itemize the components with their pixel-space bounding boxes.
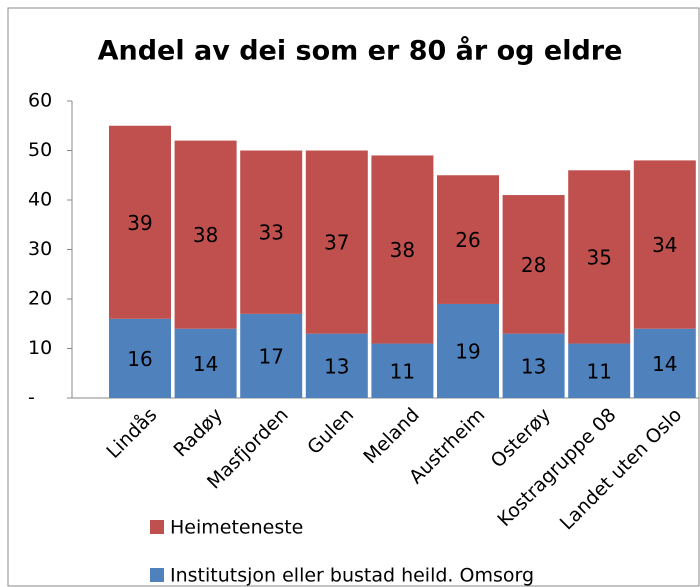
legend-label: Heimeteneste xyxy=(170,517,303,539)
y-tick-label: 20 xyxy=(28,288,52,310)
y-tick-label: 10 xyxy=(28,337,52,359)
y-tick-label: - xyxy=(28,387,35,409)
data-label: 34 xyxy=(652,233,677,257)
data-label: 13 xyxy=(521,354,546,378)
data-label: 37 xyxy=(324,231,349,255)
data-label: 14 xyxy=(652,352,677,376)
legend-swatch xyxy=(150,520,164,534)
bar-segment xyxy=(502,333,565,398)
legend-swatch xyxy=(150,568,164,582)
bar-segment xyxy=(109,125,171,319)
bar-segment xyxy=(174,328,237,398)
data-label: 19 xyxy=(455,339,480,363)
data-label: 28 xyxy=(521,253,546,277)
bar-segment xyxy=(633,328,696,398)
bar-segment xyxy=(568,170,631,344)
data-label: 39 xyxy=(127,211,152,235)
bar-segment xyxy=(502,195,565,334)
data-label: 13 xyxy=(324,354,349,378)
y-tick-label: 30 xyxy=(28,238,52,260)
data-label: 33 xyxy=(258,221,283,245)
data-label: 14 xyxy=(193,352,218,376)
y-tick-label: 50 xyxy=(28,139,52,161)
bar-segment xyxy=(568,343,631,398)
data-label: 26 xyxy=(455,228,480,252)
bar-segment xyxy=(633,160,696,329)
bar-segment xyxy=(109,318,171,398)
bar-segment xyxy=(305,150,368,334)
chart-title: Andel av dei som er 80 år og eldre xyxy=(98,35,623,67)
data-label: 16 xyxy=(127,347,152,371)
bar-segment xyxy=(174,140,237,329)
data-label: 11 xyxy=(586,359,611,383)
bar-segment xyxy=(371,155,434,344)
data-label: 35 xyxy=(586,245,611,269)
data-label: 11 xyxy=(390,359,415,383)
data-label: 17 xyxy=(258,344,283,368)
data-label: 38 xyxy=(390,238,415,262)
y-tick-label: 60 xyxy=(28,90,52,112)
bar-segment xyxy=(437,303,499,398)
bar-segment xyxy=(437,175,499,304)
y-tick-label: 40 xyxy=(28,189,52,211)
bar-segment xyxy=(371,343,434,398)
legend-label: Institutsjon eller bustad heild. Omsorg xyxy=(170,565,534,587)
bar-segment xyxy=(240,150,303,314)
bar-segment xyxy=(240,313,303,398)
bar-segment xyxy=(305,333,368,398)
data-label: 38 xyxy=(193,223,218,247)
